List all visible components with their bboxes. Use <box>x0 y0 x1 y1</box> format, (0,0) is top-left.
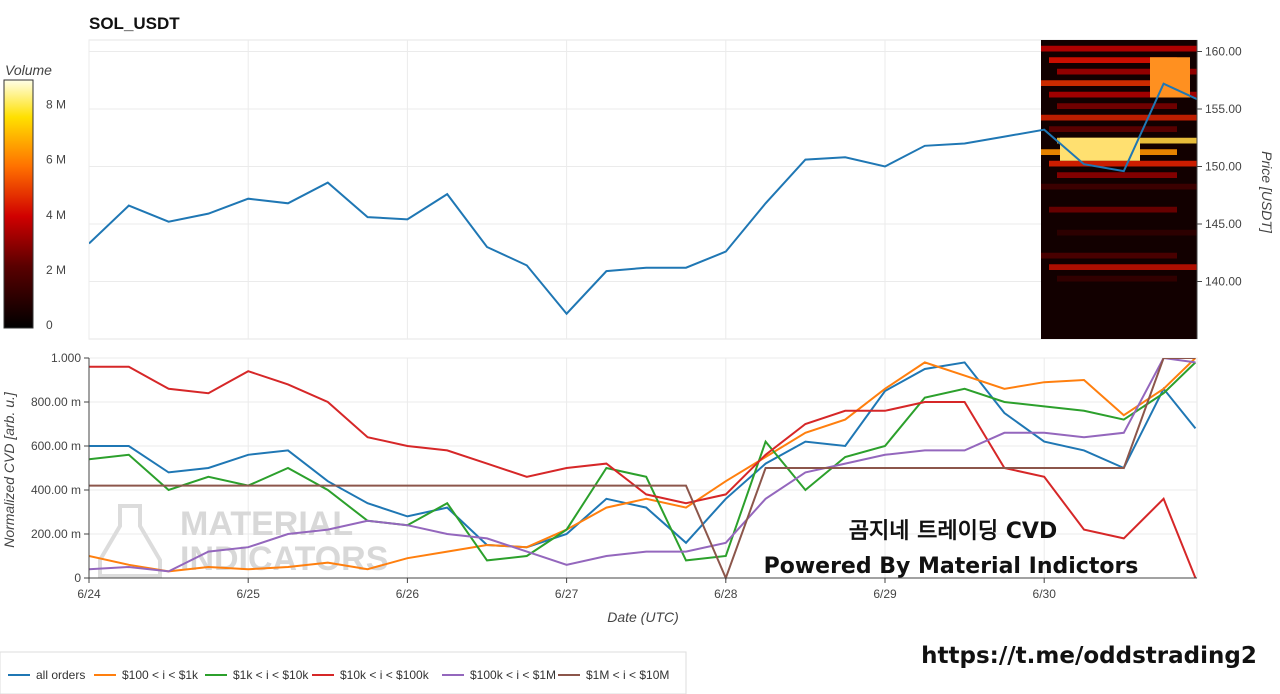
x-tick-label: 6/26 <box>396 587 420 601</box>
heatmap-band <box>1049 264 1197 270</box>
overlay-title: 곰지네 트레이딩 CVD <box>849 519 1057 544</box>
legend: all orders $100 < i < $1k $1k < i < $10k $1… <box>8 668 669 682</box>
legend-box <box>0 651 687 694</box>
heatmap-band <box>1057 103 1177 109</box>
colorbar-ticks: 0 2 M 4 M 6 M 8 M <box>46 98 66 332</box>
heatmap-band <box>1049 206 1177 213</box>
legend-item: $100 < i < $1k <box>94 668 199 682</box>
heatmap-band <box>1049 126 1177 132</box>
grid-lines <box>88 40 1197 579</box>
heatmap-band <box>1049 160 1197 167</box>
legend-label: $10k < i < $100k <box>340 668 430 682</box>
cvd-line-0 <box>89 361 1197 549</box>
colorbar-tick-label: 4 M <box>46 208 66 222</box>
price-plot-area <box>88 39 1198 340</box>
legend-item: $1k < i < $10k <box>205 668 309 682</box>
x-tick-label: 6/27 <box>555 587 579 601</box>
cvd-tick-label: 0 <box>74 571 81 585</box>
cvd-axis-title: Normalized CVD [arb. u.] <box>1 391 17 548</box>
cvd-tick-label: 200.00 m <box>31 527 81 541</box>
heatmap-band <box>1049 91 1197 98</box>
heatmap-band <box>1057 229 1197 236</box>
price-tick-label: 140.00 <box>1205 275 1242 289</box>
legend-label: $1M < i < $10M <box>586 668 669 682</box>
colorbar-tick-label: 2 M <box>46 263 66 277</box>
axis-ticks: 6/24 6/25 6/26 6/27 6/28 6/29 6/30 140.00 145.00… <box>31 45 1242 602</box>
colorbar-tick-label: 0 <box>46 318 53 332</box>
heatmap-band <box>1041 114 1197 121</box>
price-series <box>89 82 1197 316</box>
cvd-tick-label: 400.00 m <box>31 483 81 497</box>
legend-item: all orders <box>8 668 85 682</box>
heatmap-hotspot <box>1150 57 1190 98</box>
price-tick-label: 145.00 <box>1205 217 1242 231</box>
orderbook-heatmap <box>1041 40 1197 339</box>
heatmap-band <box>1057 172 1177 178</box>
date-axis-title: Date (UTC) <box>607 609 679 625</box>
price-axis-title: Price [USDT] <box>1259 151 1275 234</box>
material-indicators-watermark: MATERIAL INDICATORS <box>98 504 388 578</box>
cvd-line-1 <box>89 358 1197 573</box>
cvd-line-3 <box>89 365 1197 579</box>
cvd-tick-label: 800.00 m <box>31 395 81 409</box>
heatmap-band <box>1041 80 1177 86</box>
price-tick-label: 155.00 <box>1205 102 1242 116</box>
legend-label: $1k < i < $10k <box>233 668 309 682</box>
price-tick-label: 160.00 <box>1205 45 1242 59</box>
heatmap-band <box>1041 183 1197 190</box>
cvd-line-2 <box>89 361 1197 562</box>
cvd-line-5 <box>89 358 1196 580</box>
legend-label: all orders <box>36 668 85 682</box>
price-tick-label: 150.00 <box>1205 160 1242 174</box>
heatmap-band <box>1057 275 1177 282</box>
x-tick-label: 6/30 <box>1033 587 1057 601</box>
legend-item: $10k < i < $100k <box>312 668 430 682</box>
heatmap-band <box>1057 68 1197 75</box>
overlay-subtitle: Powered By Material Indictors <box>764 554 1139 579</box>
x-tick-label: 6/24 <box>77 587 101 601</box>
price-line <box>89 82 1197 316</box>
x-tick-label: 6/25 <box>237 587 261 601</box>
watermark-line1: MATERIAL <box>180 505 353 543</box>
legend-item: $1M < i < $10M <box>558 668 669 682</box>
cvd-tick-label: 600.00 m <box>31 439 81 453</box>
telegram-link[interactable]: https://t.me/oddstrading2 <box>921 643 1257 669</box>
heatmap-band <box>1041 45 1197 52</box>
watermark-line2: INDICATORS <box>180 540 388 578</box>
legend-item: $100k < i < $1M <box>442 668 556 682</box>
chart-title: SOL_USDT <box>89 14 180 33</box>
legend-label: $100 < i < $1k <box>122 668 199 682</box>
cvd-series <box>89 358 1197 580</box>
heatmap-band <box>1041 252 1177 259</box>
heatmap-hotspot <box>1060 137 1140 161</box>
cvd-tick-label: 1.000 <box>51 351 81 365</box>
heatmap-band <box>1049 57 1177 63</box>
legend-label: $100k < i < $1M <box>470 668 556 682</box>
x-tick-label: 6/29 <box>873 587 897 601</box>
colorbar-tick-label: 8 M <box>46 98 66 112</box>
colorbar-title: Volume <box>5 62 52 78</box>
volume-colorbar <box>3 79 34 329</box>
colorbar-tick-label: 6 M <box>46 153 66 167</box>
x-tick-label: 6/28 <box>714 587 738 601</box>
cvd-line-4 <box>89 358 1196 573</box>
